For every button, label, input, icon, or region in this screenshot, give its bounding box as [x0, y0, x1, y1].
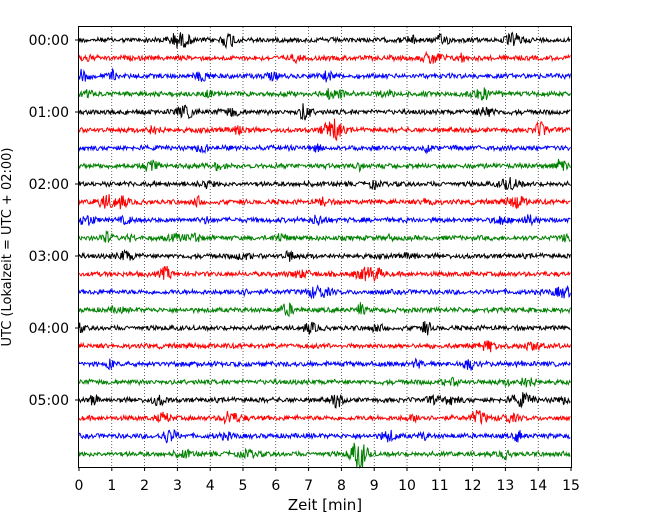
- plot-frame: [78, 26, 572, 468]
- y-tick-label: 03:00: [29, 249, 69, 265]
- x-tick-label: 15: [562, 478, 580, 494]
- trace-0330: [78, 284, 571, 300]
- trace-0545: [78, 442, 571, 469]
- x-axis-ticks: 0 1 2 3 4 5 6 7 8 9 10 11 12 13 14 15: [75, 467, 580, 494]
- trace-0400: [78, 321, 571, 336]
- x-tick-label: 14: [529, 478, 547, 494]
- trace-0200: [78, 177, 571, 191]
- trace-0030: [78, 67, 571, 83]
- trace-0415: [78, 340, 571, 353]
- x-tick-label: 1: [107, 478, 116, 494]
- trace-0430: [78, 357, 571, 371]
- x-tick-label: 8: [337, 478, 346, 494]
- y-tick-label: 00:00: [29, 33, 69, 49]
- y-tick-label: 02:00: [29, 177, 69, 193]
- x-tick-label: 7: [304, 478, 313, 494]
- trace-0530: [78, 428, 571, 444]
- trace-0045: [78, 87, 571, 101]
- x-tick-label: 13: [496, 478, 514, 494]
- trace-0345: [78, 302, 571, 318]
- trace-0215: [78, 194, 571, 210]
- trace-0000: [78, 31, 571, 50]
- x-tick-label: 11: [431, 478, 449, 494]
- trace-0115: [78, 118, 571, 142]
- trace-0015: [78, 50, 571, 65]
- trace-0100: [78, 103, 571, 121]
- x-tick-label: 2: [140, 478, 149, 494]
- trace-0500: [78, 391, 571, 409]
- trace-0230: [78, 214, 571, 227]
- trace-group: [78, 31, 571, 469]
- trace-0245: [78, 230, 571, 244]
- trace-0515: [78, 409, 571, 426]
- trace-0300: [78, 249, 571, 262]
- y-tick-label: 04:00: [29, 321, 69, 337]
- y-tick-label: 05:00: [29, 393, 69, 409]
- trace-0445: [78, 376, 571, 388]
- x-tick-label: 5: [239, 478, 248, 494]
- x-tick-label: 9: [370, 478, 379, 494]
- x-tick-label: 3: [173, 478, 182, 494]
- y-tick-label: 01:00: [29, 105, 69, 121]
- y-axis-label: UTC (Lokalzeit = UTC + 02:00): [0, 148, 15, 347]
- x-tick-label: 12: [464, 478, 482, 494]
- trace-0130: [78, 143, 571, 155]
- trace-0145: [78, 158, 571, 174]
- x-tick-label: 0: [75, 478, 84, 494]
- x-tick-label: 6: [271, 478, 280, 494]
- grid-lines: [111, 27, 539, 467]
- x-tick-label: 10: [398, 478, 416, 494]
- x-axis-label: Zeit [min]: [288, 496, 362, 514]
- x-tick-label: 4: [206, 478, 215, 494]
- y-axis-ticks: 00:00 01:00 02:00 03:00 04:00 05:00: [29, 33, 79, 409]
- trace-0315: [78, 265, 571, 282]
